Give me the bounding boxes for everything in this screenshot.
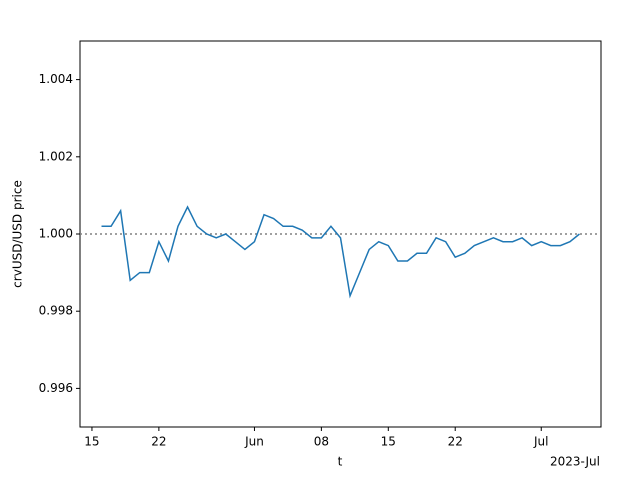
x-tick-label: 15 bbox=[84, 435, 99, 449]
y-tick-label: 0.996 bbox=[39, 381, 73, 395]
x-offset-label: 2023-Jul bbox=[550, 455, 600, 469]
y-tick-label: 0.998 bbox=[39, 304, 73, 318]
y-tick-label: 1.004 bbox=[39, 72, 73, 86]
x-tick-label: Jul bbox=[533, 435, 548, 449]
y-axis-label: crvUSD/USD price bbox=[11, 180, 25, 288]
x-tick-label: 08 bbox=[314, 435, 329, 449]
y-tick-label: 1.000 bbox=[39, 227, 73, 241]
x-axis-label: t bbox=[338, 455, 343, 469]
x-tick-label: 22 bbox=[448, 435, 463, 449]
x-tick-label: Jun bbox=[244, 435, 264, 449]
data-line bbox=[101, 205, 580, 299]
y-tick-label: 1.002 bbox=[39, 149, 73, 163]
x-tick-label: 22 bbox=[151, 435, 166, 449]
x-tick-label: 15 bbox=[381, 435, 396, 449]
